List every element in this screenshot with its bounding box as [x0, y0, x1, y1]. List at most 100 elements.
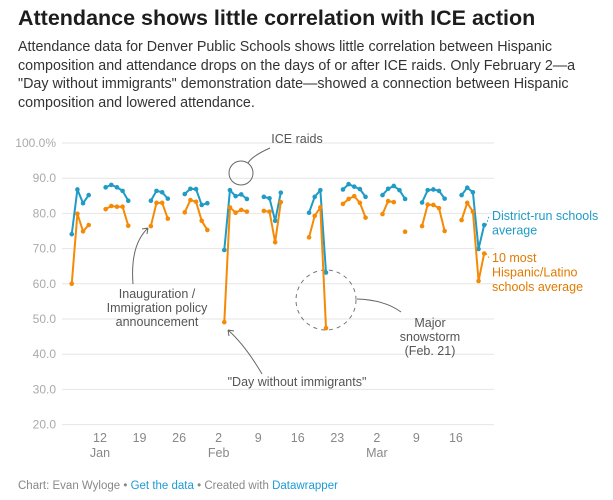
y-tick-label: 90.0: [33, 171, 57, 185]
hispanic-label-leader: [485, 253, 490, 259]
hispanic-point: [476, 278, 481, 284]
hispanic-point: [312, 213, 318, 219]
hispanic-point: [402, 229, 408, 235]
datawrapper-link[interactable]: Datawrapper: [272, 480, 338, 492]
district-point: [227, 187, 233, 193]
hispanic-point: [193, 199, 199, 205]
x-tick-label: 19: [133, 431, 147, 445]
separator: •: [120, 480, 131, 492]
district-line-segment: [76, 188, 85, 205]
x-tick-month: Mar: [366, 446, 388, 460]
hispanic-point: [227, 205, 233, 210]
hispanic-point: [318, 205, 323, 210]
x-tick-label: 9: [255, 431, 262, 445]
district-point: [481, 222, 487, 228]
district-line-segment: [319, 189, 327, 274]
hispanic-line-segment: [223, 206, 231, 324]
snowstorm-label: snowstorm: [400, 330, 460, 344]
x-tick-label: 23: [330, 431, 344, 445]
hispanic-point: [103, 206, 108, 212]
hispanic-point: [109, 203, 114, 209]
district-point: [323, 270, 329, 275]
district-line-segment: [268, 197, 277, 222]
hispanic-line-segment: [460, 201, 469, 222]
ice-raids-label: ICE raids: [271, 132, 322, 146]
hispanic-point: [159, 200, 165, 206]
x-tick-label: 2: [373, 431, 380, 445]
x-tick-month: Jan: [90, 446, 110, 460]
hispanic-point: [86, 222, 91, 228]
hispanic-line-segment: [471, 210, 480, 282]
hispanic-point: [222, 319, 227, 325]
hispanic-line-segment: [421, 203, 429, 228]
footer: Chart: Evan Wyloge • Get the data • Crea…: [18, 480, 338, 492]
hispanic-line-segment: [438, 207, 446, 232]
district-point: [385, 186, 391, 192]
district-series-label: District-run schools: [492, 209, 598, 223]
get-data-link[interactable]: Get the data: [130, 480, 194, 492]
y-tick-label: 100.0%: [15, 136, 56, 150]
hispanic-point: [261, 208, 267, 214]
district-point: [272, 218, 278, 224]
hispanic-point: [199, 218, 204, 224]
district-point: [182, 191, 188, 197]
district-point: [278, 190, 284, 195]
district-point: [125, 198, 131, 204]
chart-title: Attendance shows little correlation with…: [18, 6, 536, 30]
hispanic-series-label: 10 most: [492, 251, 537, 265]
hispanic-point: [481, 251, 487, 256]
hispanic-line-segment: [308, 214, 316, 239]
hispanic-point: [125, 223, 131, 229]
district-point: [261, 194, 267, 200]
district-point: [165, 196, 171, 201]
y-tick-label: 70.0: [33, 242, 57, 256]
y-tick-label: 80.0: [33, 206, 57, 220]
district-point: [391, 183, 397, 189]
hispanic-series-label: schools average: [492, 280, 583, 294]
chart-subtitle: Attendance data for Denver Public School…: [18, 39, 576, 111]
y-tick-label: 40.0: [33, 347, 57, 361]
hispanic-point: [182, 210, 188, 215]
hispanic-point: [357, 200, 363, 206]
credit: Chart: Evan Wyloge: [18, 480, 121, 492]
y-tick-label: 30.0: [33, 382, 57, 396]
hispanic-point: [69, 281, 75, 287]
y-tick-label: 20.0: [33, 418, 57, 432]
snowstorm-label: (Feb. 21): [405, 344, 456, 358]
district-point: [459, 192, 464, 198]
district-point: [431, 187, 436, 192]
hispanic-point: [340, 201, 346, 207]
hispanic-point: [154, 200, 159, 206]
district-point: [114, 185, 120, 190]
district-point: [69, 231, 75, 237]
x-tick-label: 26: [172, 431, 186, 445]
inauguration-arrow: [132, 227, 149, 285]
x-tick-month: Feb: [208, 446, 230, 460]
day-without-label: "Day without immigrants": [228, 375, 367, 389]
district-point: [222, 247, 227, 253]
y-tick-label: 50.0: [33, 312, 57, 326]
snowstorm-circle: [295, 269, 357, 331]
district-line-segment: [195, 188, 203, 206]
district-point: [464, 185, 470, 191]
hispanic-point: [267, 209, 272, 214]
x-tick-label: 16: [449, 431, 463, 445]
district-point: [267, 195, 272, 201]
hispanic-point: [205, 227, 210, 233]
district-line-segment: [223, 189, 231, 252]
district-line-segment: [70, 188, 79, 236]
inauguration-label: Inauguration /: [119, 287, 196, 301]
district-line-segment: [477, 224, 486, 250]
y-tick-label: 60.0: [33, 277, 57, 291]
district-point: [80, 200, 86, 206]
hispanic-point: [425, 202, 431, 207]
inauguration-label: announcement: [116, 315, 199, 329]
hispanic-point: [419, 223, 425, 229]
x-tick-label: 9: [413, 431, 420, 445]
ice-raids-circle: [228, 160, 254, 186]
hispanic-line-segment: [195, 200, 203, 222]
hispanic-point: [114, 204, 120, 210]
hispanic-point: [233, 210, 238, 215]
hispanic-line-segment: [381, 200, 390, 216]
